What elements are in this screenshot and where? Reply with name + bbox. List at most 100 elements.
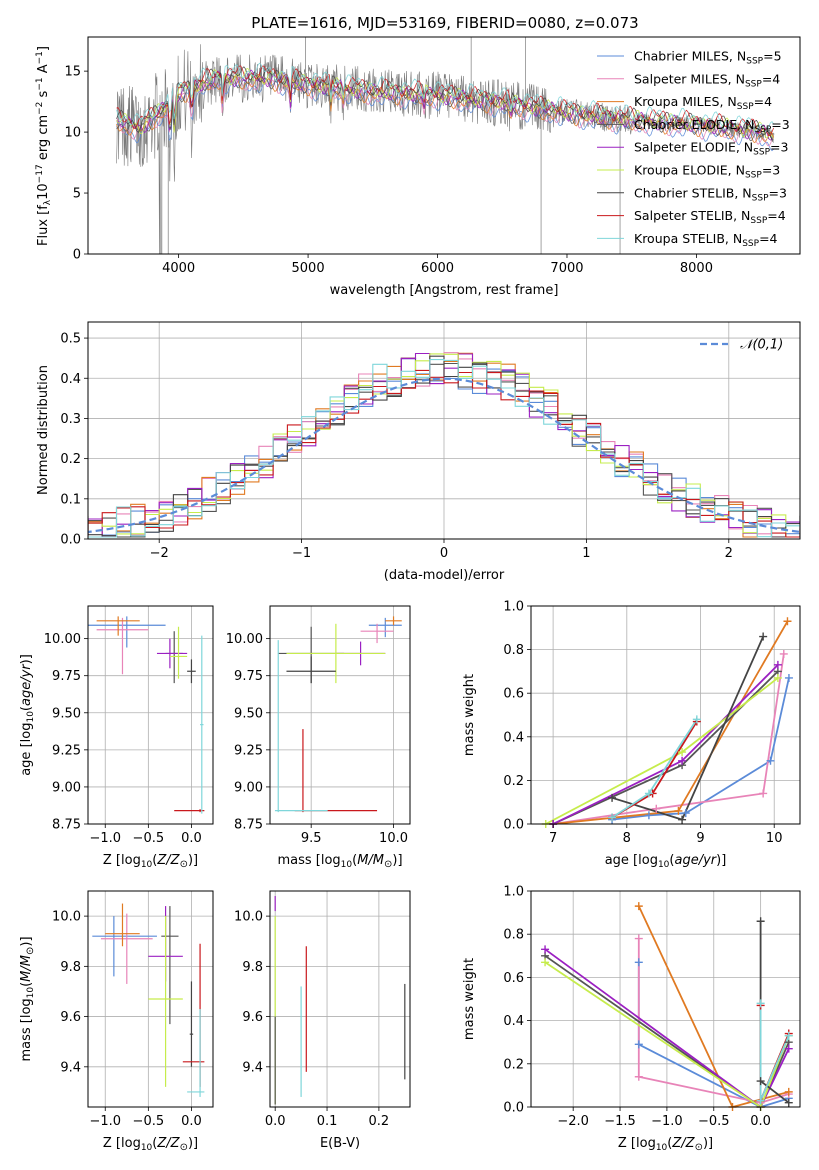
y-axis-label: age [log10(age/yr)] xyxy=(19,654,36,776)
y-tick-label: 0.2 xyxy=(60,452,81,467)
x-axis-label-part: mass [log xyxy=(277,853,340,868)
y-tick-label: 1.0 xyxy=(503,600,524,615)
x-tick-label: −2 xyxy=(150,546,169,561)
y-axis-label: mass weight xyxy=(462,674,477,756)
x-tick-label: −0.5 xyxy=(133,1114,165,1129)
x-axis-label-part: Z/Z xyxy=(156,853,180,868)
x-tick-label: 10 xyxy=(766,831,783,846)
model-spectrum-kroupa-stelib xyxy=(116,62,774,132)
x-tick-label: −1 xyxy=(292,546,311,561)
x-tick-label: −1.0 xyxy=(89,1114,121,1129)
y-tick-label: 0.2 xyxy=(503,1057,524,1072)
y-tick-label: 9.4 xyxy=(60,1060,81,1075)
legend-nssp: =3 xyxy=(770,140,788,155)
age-vs-mass-panel: 9.5 10.0 8.75 9.00 9.25 9.50 9.75 10.00 mass [lo… xyxy=(226,605,411,870)
y-tick-label: 0.0 xyxy=(503,818,524,833)
plus-marker xyxy=(783,617,792,626)
x-tick-label: 0.2 xyxy=(369,1114,390,1129)
plot-area xyxy=(274,616,402,813)
y-axis-label-part: 10 xyxy=(36,183,51,200)
y-tick-label: 9.6 xyxy=(242,1010,263,1025)
x-tick-label: 0.0 xyxy=(265,1114,286,1129)
y-tick-label: 0.8 xyxy=(503,643,524,658)
mass-weight-line-salpeter-elodie xyxy=(552,664,779,824)
x-axis-label-part: ( xyxy=(152,1136,157,1151)
x-axis-label-part: Z [log xyxy=(103,853,141,868)
y-axis-label-part: )] xyxy=(19,936,34,946)
model-spectrum-chabrier-stelib xyxy=(116,66,774,141)
x-axis-label-part: E(B-V) xyxy=(320,1136,360,1151)
y-tick-label: 10.00 xyxy=(226,632,263,647)
x-tick-label: −0.5 xyxy=(698,1114,730,1129)
axes-frame xyxy=(87,890,214,1108)
legend-label: Kroupa MILES, NSSP=4 xyxy=(634,94,772,112)
y-axis-label-part: mass weight xyxy=(462,958,477,1040)
x-tick-label: −1.0 xyxy=(651,1114,683,1129)
x-axis-label-part: ( xyxy=(667,1136,672,1151)
plus-marker xyxy=(541,945,550,954)
x-axis-label-part: )] xyxy=(716,853,726,868)
legend-nssp: =3 xyxy=(762,163,780,178)
model-spectrum-salpeter-miles xyxy=(116,75,774,147)
x-axis-label: E(B-V) xyxy=(320,1136,360,1151)
mass-vs-metallicity-panel: −1.0 −0.5 0.09.49.69.810.0Z [log10(Z/Z⊙)]m… xyxy=(19,890,214,1153)
plot-area xyxy=(274,896,406,1105)
plus-marker xyxy=(674,806,683,815)
y-axis-label-part: M/M xyxy=(19,955,34,982)
axes-frame xyxy=(269,605,411,825)
plus-marker xyxy=(678,748,687,757)
x-axis-label: wavelength [Angstrom, rest frame] xyxy=(330,283,559,298)
legend-model: Chabrier STELIB, N xyxy=(634,185,752,200)
y-axis-label-part: 10 xyxy=(26,711,36,723)
legend-nssp: =4 xyxy=(759,231,777,246)
legend-subscript: SSP xyxy=(745,79,762,89)
plus-marker xyxy=(759,632,768,641)
legend-model: Chabrier ELODIE, N xyxy=(634,117,754,132)
legend-model: Salpeter ELODIE, N xyxy=(634,140,753,155)
x-tick-label: 7 xyxy=(549,831,557,846)
plus-marker xyxy=(681,809,690,818)
x-tick-label: 2 xyxy=(725,546,733,561)
mass-weight-vs-metallicity-panel: −2.0 −1.5 −1.0 −0.5 0.0 0.0 0.2 0.4 0.6 0.8 1.0 Z [… xyxy=(462,885,801,1153)
y-axis-label: mass [log10(M/M⊙)] xyxy=(19,936,36,1061)
x-tick-label: 6000 xyxy=(421,261,454,276)
x-tick-label: 0.1 xyxy=(317,1114,338,1129)
plus-marker xyxy=(756,999,765,1008)
y-tick-label: 8.75 xyxy=(52,818,81,833)
x-axis-label-part: ( xyxy=(152,853,157,868)
plot-area xyxy=(88,616,205,814)
y-tick-label: 9.75 xyxy=(52,669,81,684)
y-tick-label: 9.75 xyxy=(234,669,263,684)
legend-subscript: SSP xyxy=(754,125,771,135)
legend-model: Salpeter STELIB, N xyxy=(634,208,750,223)
y-tick-label: 10.0 xyxy=(234,910,263,925)
y-axis-label-part: age/yr xyxy=(19,663,34,706)
y-axis-label-part: λ xyxy=(43,199,53,205)
x-axis-label-part: )] xyxy=(703,1136,713,1151)
mass-weight-line-chabrier-elodie xyxy=(552,670,779,824)
x-axis-label-part: ( xyxy=(669,853,674,868)
x-axis-label-part: Z/Z xyxy=(156,1136,180,1151)
legend-label: Chabrier ELODIE, NSSP=3 xyxy=(634,117,790,135)
x-axis-label-part: ⊙ xyxy=(180,1142,188,1153)
plus-marker xyxy=(608,813,617,822)
legend-subscript: SSP xyxy=(753,148,770,158)
x-tick-label: 7000 xyxy=(550,261,583,276)
x-tick-label: 8000 xyxy=(680,261,713,276)
x-axis-label-part: wavelength [Angstrom, rest frame] xyxy=(330,283,559,298)
plus-marker xyxy=(784,1087,793,1096)
y-tick-label: 1.0 xyxy=(503,885,524,900)
mass-weight-line-kroupa-miles xyxy=(553,620,789,824)
plus-marker xyxy=(644,811,653,820)
y-tick-label: 9.6 xyxy=(60,1010,81,1025)
y-axis-label-part: ( xyxy=(19,706,34,711)
x-axis-label-part: )] xyxy=(188,853,198,868)
y-tick-label: 9.25 xyxy=(234,743,263,758)
plus-marker xyxy=(766,756,775,765)
legend-label: Salpeter ELODIE, NSSP=3 xyxy=(634,140,788,158)
mass-weight-line-salpeter-miles xyxy=(637,938,790,1104)
plus-marker xyxy=(541,958,550,967)
x-axis-label-part: ⊙ xyxy=(180,859,188,870)
x-axis-label-part: age/yr xyxy=(674,853,717,868)
